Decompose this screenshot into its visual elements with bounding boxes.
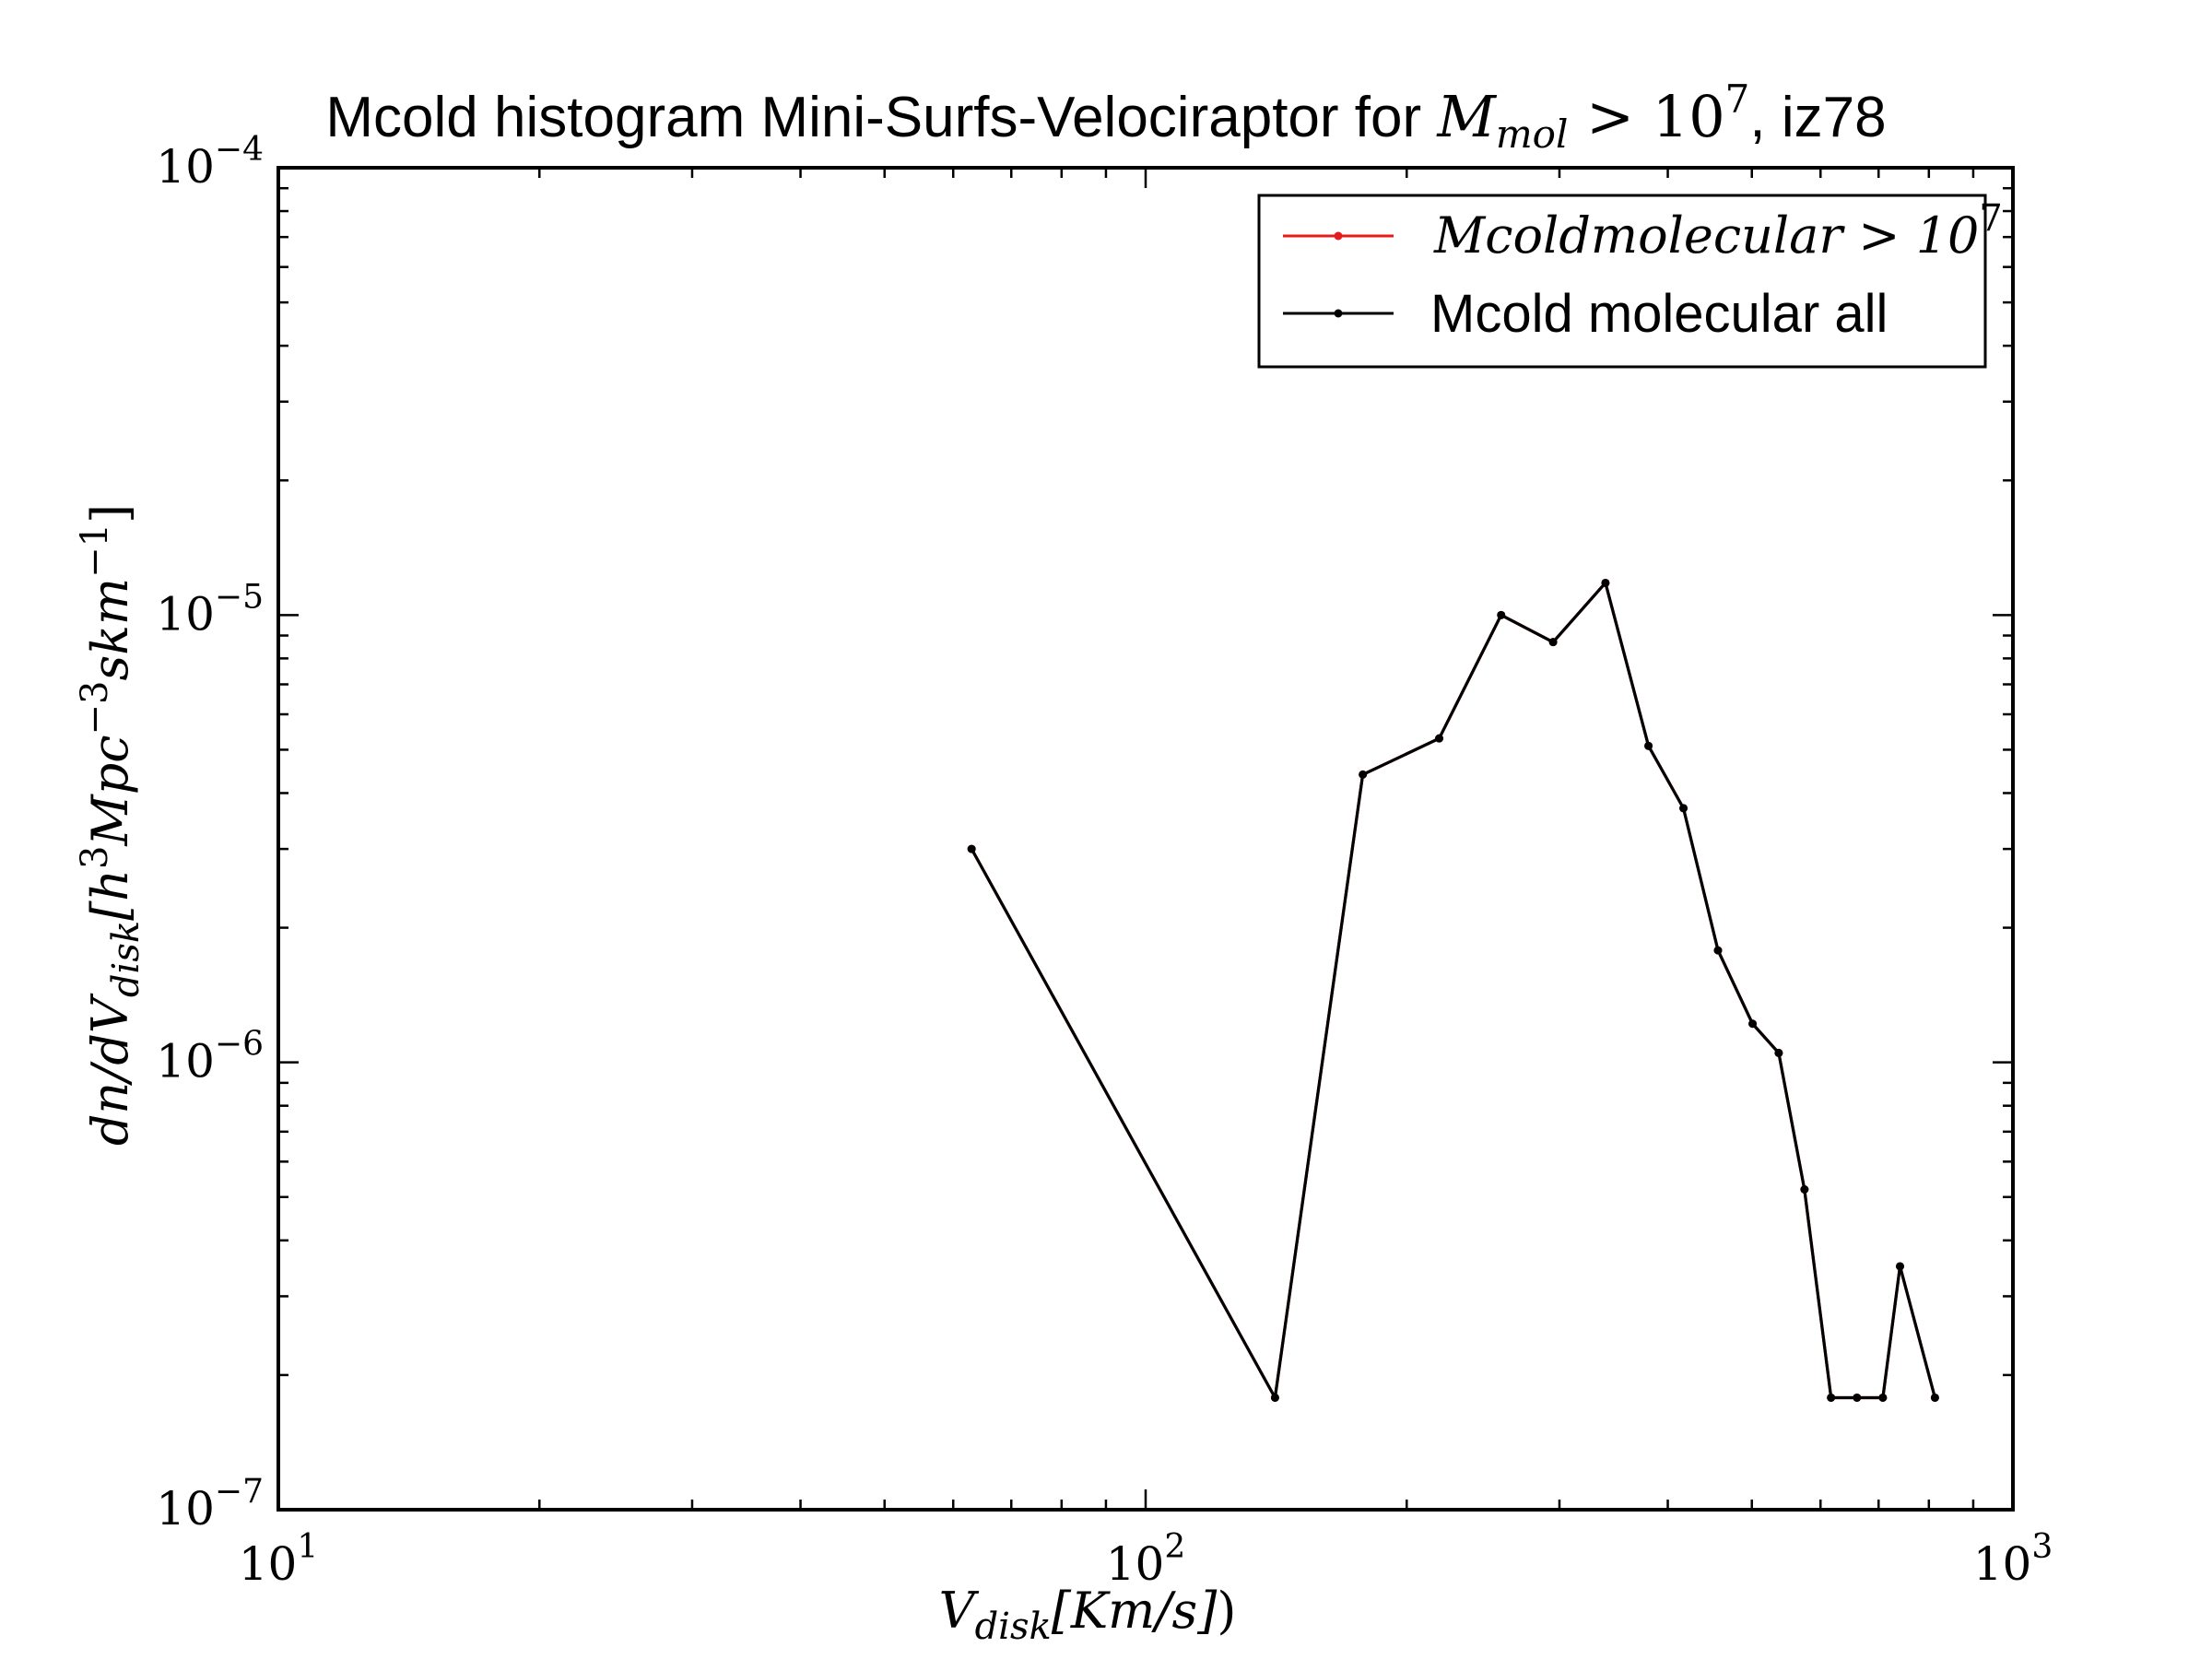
title-suffix: , iz78 (1749, 86, 1886, 149)
y-tick-label-base: 10 (156, 140, 215, 194)
y-axis-label: dn/dVdisk[h3Mpc−3skm−1] (74, 504, 147, 1146)
data-point (1434, 734, 1443, 743)
title-math-sub: mol (1496, 112, 1569, 157)
y-tick-label-exp: −5 (215, 578, 264, 616)
series-line-0 (970, 581, 1936, 1400)
y-label-part4: skm (81, 578, 139, 681)
x-tick-label-base: 10 (1106, 1537, 1165, 1591)
legend-label-0-sup: 7 (1979, 197, 2002, 240)
data-point (1359, 770, 1368, 779)
y-label-sub1: disk (105, 921, 147, 997)
x-axis-label: Vdisk[Km/s]) (939, 1582, 1237, 1648)
legend-label-series-0: Mcoldmolecular > 107 (1433, 197, 2003, 265)
x-label-rest: [Km/s] (1052, 1582, 1218, 1640)
data-point (1774, 1048, 1783, 1057)
series-1 (967, 578, 1939, 1402)
y-label-part5: ] (81, 504, 139, 524)
y-label-part2: [h (81, 869, 139, 921)
data-point (1713, 946, 1723, 955)
x-tick-label-base: 10 (1973, 1537, 2032, 1591)
y-label-part3: Mpc (81, 735, 139, 846)
data-point (1930, 1393, 1939, 1402)
data-point (1878, 1393, 1888, 1402)
y-tick-label-exp: −4 (215, 131, 264, 169)
title-math-sup: 7 (1725, 76, 1750, 122)
series-0 (967, 578, 1939, 1402)
x-tick-label-exp: 2 (1164, 1528, 1185, 1566)
legend: Mcoldmolecular > 107 Mcold molecular all (1257, 194, 2003, 369)
x-tick-label-exp: 1 (297, 1528, 318, 1566)
data-point (967, 844, 976, 853)
y-tick-label-0: 10−7 (156, 1473, 264, 1535)
data-point (1827, 1393, 1836, 1402)
data-point (1601, 578, 1610, 587)
y-tick-label-exp: −6 (215, 1026, 264, 1064)
x-tick-label-2: 103 (1973, 1528, 2053, 1591)
legend-marker-series-0 (1334, 231, 1343, 241)
legend-box (1257, 194, 1987, 369)
data-point (1853, 1393, 1862, 1402)
y-tick-label-1: 10−6 (156, 1026, 264, 1088)
y-tick-label-2: 10−5 (156, 578, 264, 641)
title-math-rel: > 10 (1568, 83, 1724, 150)
axis-ticks (276, 168, 2015, 1512)
data-point (1548, 638, 1558, 647)
y-tick-label-3: 10−4 (156, 131, 264, 194)
data-point (1679, 804, 1688, 813)
x-tick-label-exp: 3 (2031, 1528, 2053, 1566)
y-label-sup2: −3 (74, 681, 116, 735)
data-point (1644, 741, 1653, 750)
data-point (1895, 1262, 1904, 1271)
x-tick-label-1: 102 (1106, 1528, 1186, 1591)
title-prefix: Mcold histogram Mini-Surfs-Velociraptor … (325, 86, 1437, 149)
y-label-sup1: 3 (74, 846, 116, 869)
x-label-sub: disk (975, 1606, 1052, 1648)
y-label-sup3: −1 (74, 524, 116, 578)
x-label-main: V (939, 1582, 980, 1640)
data-point (1270, 1393, 1279, 1402)
y-label-part1: dn/dV (81, 993, 139, 1146)
x-label-close: ) (1217, 1582, 1236, 1640)
x-tick-labels: 101 102 103 (239, 1528, 2053, 1591)
legend-marker-series-1 (1334, 309, 1343, 318)
data-point (1748, 1019, 1758, 1029)
y-tick-label-base: 10 (156, 1482, 215, 1535)
legend-label-0-name: Mcoldmolecular > 10 (1433, 206, 1979, 265)
series-line-1 (970, 581, 1936, 1400)
series-layer (967, 578, 1939, 1402)
y-tick-label-base: 10 (156, 587, 215, 641)
chart-title: Mcold histogram Mini-Surfs-Velociraptor … (325, 76, 1886, 157)
plot-area (276, 166, 2015, 1512)
data-point (1497, 610, 1506, 619)
y-tick-labels: 10−710−610−510−4 (156, 131, 264, 1535)
x-tick-label-0: 101 (239, 1528, 319, 1591)
y-tick-label-base: 10 (156, 1035, 215, 1088)
data-point (1800, 1184, 1809, 1194)
title-math: M (1436, 83, 1497, 150)
legend-label-series-1: Mcold molecular all (1430, 284, 1888, 344)
y-tick-label-exp: −7 (215, 1473, 264, 1511)
x-tick-label-base: 10 (239, 1537, 298, 1591)
